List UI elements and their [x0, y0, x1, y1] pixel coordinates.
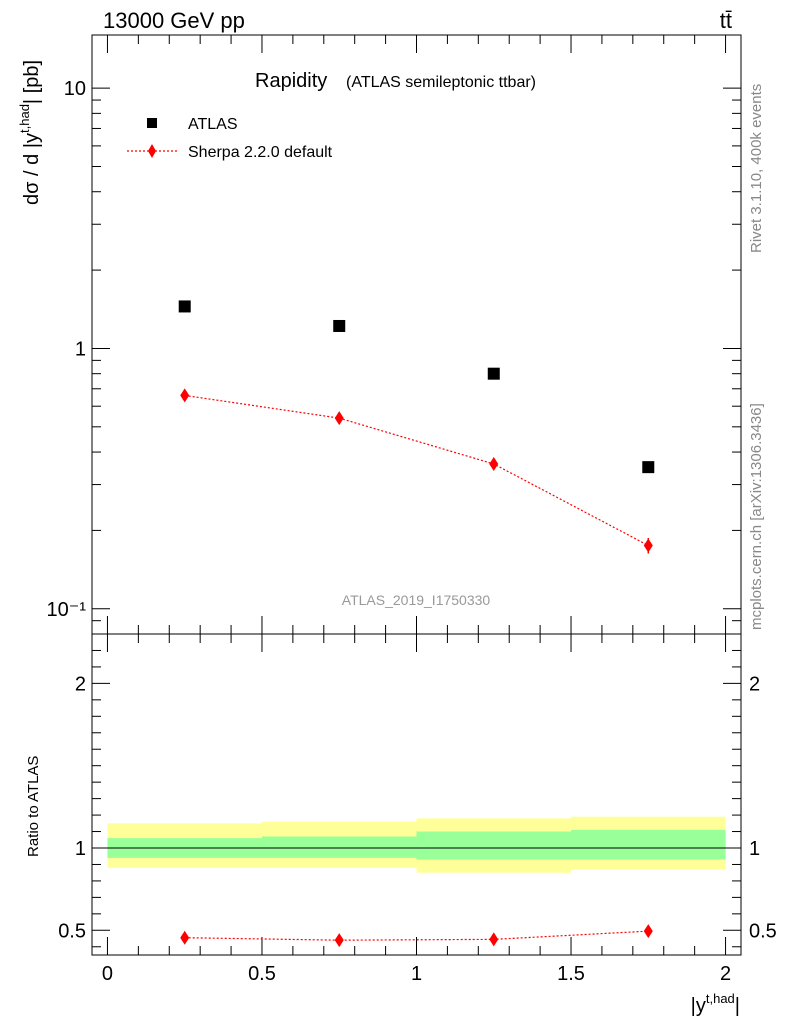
ratio-y-tick-label-right: 0.5 [749, 920, 777, 942]
rivet-label: Rivet 3.1.10, 400k events [748, 83, 765, 253]
ratio-frame-border [91, 633, 742, 956]
atlas-point [333, 319, 346, 332]
mcplots-label: mcplots.cern.ch [arXiv:1306.3436] [748, 403, 765, 630]
ratio-sherpa-point [643, 924, 653, 939]
green-band [261, 836, 417, 858]
sherpa-point [334, 411, 344, 426]
green-band [416, 831, 572, 860]
y-tick-label: 1 [75, 338, 86, 360]
atlas-point [642, 461, 655, 474]
chart-subtitle: (ATLAS semileptonic ttbar) [346, 74, 536, 91]
legend-label-atlas: ATLAS [188, 116, 238, 133]
ratio-sherpa-point [489, 932, 499, 947]
legend: ATLAS Sherpa 2.2.0 default [127, 116, 333, 161]
sherpa-point [489, 456, 499, 471]
green-band [571, 829, 726, 860]
atlas-point [487, 367, 500, 380]
x-tick-label: 0 [102, 963, 113, 985]
process-label: tt̄ [720, 8, 732, 33]
y-tick-label: 10⁻¹ [47, 599, 87, 621]
ratio-sherpa-line [184, 930, 649, 941]
x-axis-label: |yt,had| [691, 991, 740, 1017]
x-tick-label: 1 [411, 963, 422, 985]
analysis-label: ATLAS_2019_I1750330 [342, 592, 491, 608]
ratio-y-tick-label: 2 [75, 673, 86, 695]
legend-label-sherpa: Sherpa 2.2.0 default [188, 144, 333, 161]
legend-marker-sherpa [148, 144, 156, 158]
ratio-panel: 0 0.5 1 1.5 2 0.5 0.5 1 1 2 2 [58, 633, 777, 985]
y-tick-label: 10 [64, 78, 86, 100]
y-axis-label-ratio: Ratio to ATLAS [25, 756, 42, 857]
atlas-point [178, 300, 191, 313]
x-tick-label: 0.5 [248, 963, 276, 985]
x-tick-label: 2 [720, 963, 731, 985]
ratio-y-tick-label: 0.5 [58, 920, 86, 942]
ratio-y-tick-label-right: 2 [749, 673, 760, 695]
x-tick-label: 1.5 [557, 963, 585, 985]
sherpa-point [180, 388, 190, 403]
ratio-y-tick-label: 1 [75, 838, 86, 860]
sherpa-point [643, 538, 653, 553]
legend-marker-atlas [147, 118, 157, 128]
ratio-y-tick-label-right: 1 [749, 838, 760, 860]
sherpa-line [184, 394, 649, 547]
y-axis-label-main: dσ / d |yt,had| [pb] [17, 60, 43, 205]
ratio-sherpa-point [180, 930, 190, 945]
energy-label: 13000 GeV pp [103, 8, 245, 33]
ratio-sherpa-point [334, 933, 344, 948]
chart-title: Rapidity [255, 70, 327, 92]
